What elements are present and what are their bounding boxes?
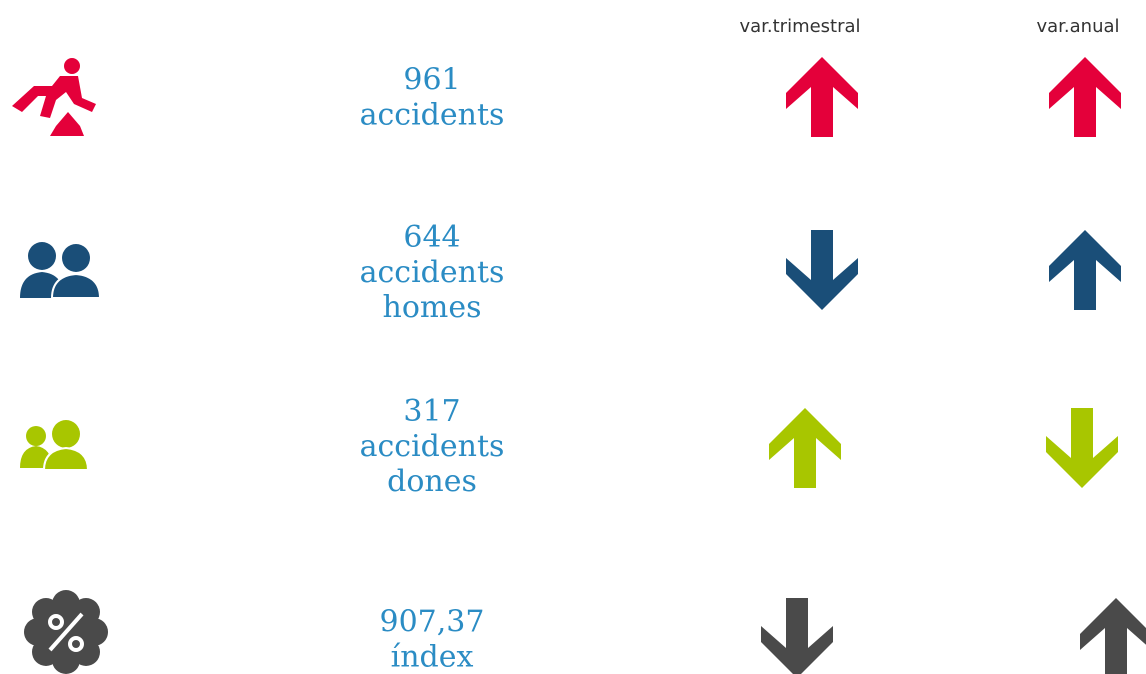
index-icon xyxy=(24,590,108,674)
row-value: 317 xyxy=(403,394,460,429)
row-label: accidents xyxy=(360,98,505,133)
women-icon xyxy=(20,420,90,471)
arrow-up xyxy=(786,57,858,137)
arrow-up xyxy=(769,408,841,488)
row-value: 907,37 xyxy=(380,605,485,640)
arrow-down xyxy=(761,598,833,674)
men-icon xyxy=(20,242,102,299)
header-quarterly: var.trimestral xyxy=(739,16,860,37)
row-value: 644 xyxy=(403,220,460,255)
arrow-down xyxy=(786,230,858,310)
row-value: 961 xyxy=(403,63,460,98)
row-label: índex xyxy=(391,640,474,674)
arrow-up xyxy=(1049,230,1121,310)
accident-icon xyxy=(12,58,96,136)
row-label: dones xyxy=(387,464,477,499)
arrow-up xyxy=(1049,57,1121,137)
values: 961accidents644accidentshomes317accident… xyxy=(360,63,505,674)
arrow-up xyxy=(1080,598,1146,674)
arrow-down xyxy=(1046,408,1118,488)
row-label: homes xyxy=(383,290,482,325)
row-label: accidents xyxy=(360,429,505,464)
header-annual: var.anual xyxy=(1036,16,1119,37)
row-label: accidents xyxy=(360,255,505,290)
